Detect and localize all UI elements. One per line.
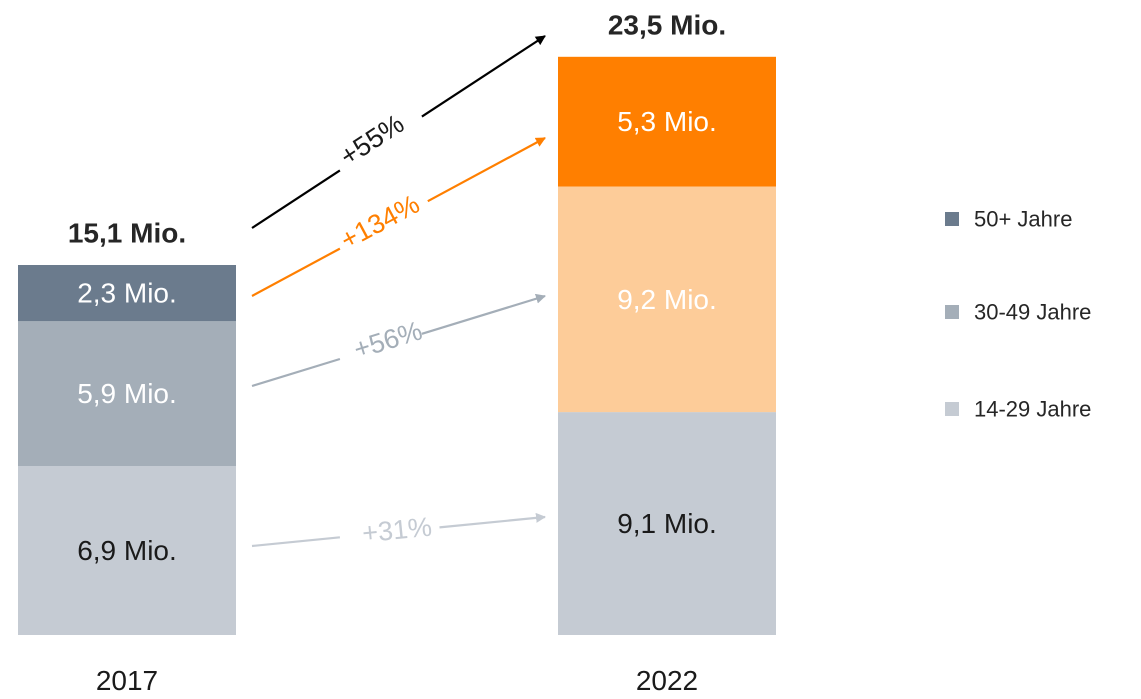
growth-label: +56% xyxy=(350,315,426,364)
legend: 50+ Jahre 30-49 Jahre 14-29 Jahre xyxy=(945,207,1091,422)
bar-segment xyxy=(18,465,236,635)
segment-label: 9,1 Mio. xyxy=(617,508,717,539)
growth-arrow-head xyxy=(427,137,546,203)
category-label: 2017 xyxy=(96,665,158,696)
total-label: 23,5 Mio. xyxy=(608,9,726,40)
legend-label: 50+ Jahre xyxy=(974,207,1072,232)
growth-arrow-head xyxy=(439,512,546,529)
legend-swatch xyxy=(945,212,959,226)
legend-swatch xyxy=(945,402,959,416)
growth-arrow-head xyxy=(421,293,546,335)
growth-arrow-line xyxy=(251,357,341,388)
growth-arrows-layer: +55% +134% +56% +31% xyxy=(251,35,546,549)
growth-arrow-line xyxy=(251,247,341,297)
growth-label: +134% xyxy=(336,189,425,256)
growth-arrow-head xyxy=(421,35,546,118)
legend-label: 14-29 Jahre xyxy=(974,397,1091,422)
segment-label: 5,3 Mio. xyxy=(617,106,717,137)
legend-label: 30-49 Jahre xyxy=(974,300,1091,325)
growth-label: +31% xyxy=(361,512,433,549)
bar-segment xyxy=(18,265,236,322)
bars-layer: 6,9 Mio. 5,9 Mio. 2,3 Mio. 15,1 Mio. 2017 9,1… xyxy=(18,9,776,696)
bar-segment xyxy=(558,56,776,187)
legend-swatch xyxy=(945,305,959,319)
growth-label: +55% xyxy=(335,108,410,171)
growth-arrow-line xyxy=(251,536,341,548)
growth-arrow-line xyxy=(251,169,341,229)
segment-label: 6,9 Mio. xyxy=(77,535,177,566)
bar-segment xyxy=(558,186,776,413)
bar-segment xyxy=(18,321,236,466)
total-label: 15,1 Mio. xyxy=(68,218,186,249)
segment-label: 2,3 Mio. xyxy=(77,278,177,309)
segment-label: 5,9 Mio. xyxy=(77,378,177,409)
category-label: 2022 xyxy=(636,665,698,696)
segment-label: 9,2 Mio. xyxy=(617,284,717,315)
bar-segment xyxy=(558,412,776,635)
